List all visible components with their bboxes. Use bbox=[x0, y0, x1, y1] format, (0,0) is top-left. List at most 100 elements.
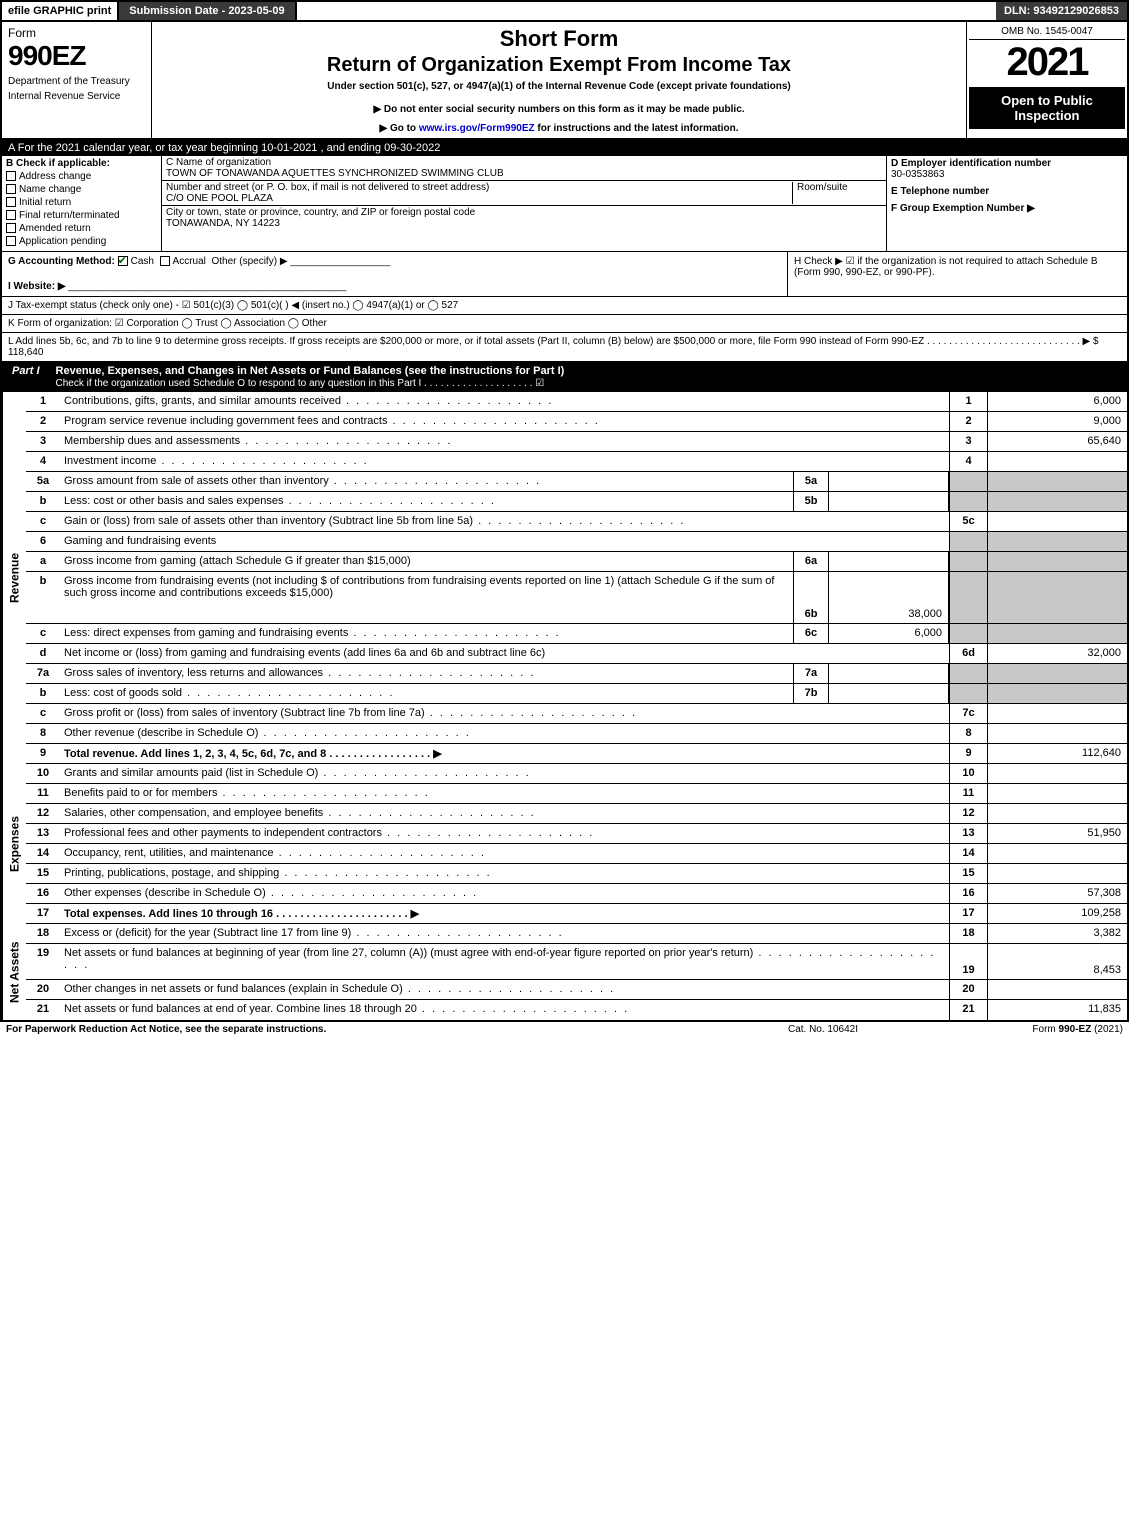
line-7b: bLess: cost of goods sold7b bbox=[26, 684, 1127, 704]
chk-amended-return[interactable] bbox=[6, 223, 16, 233]
side-expenses: Expenses bbox=[2, 764, 26, 924]
line-5c: cGain or (loss) from sale of assets othe… bbox=[26, 512, 1127, 532]
part1-subtitle: Check if the organization used Schedule … bbox=[56, 378, 545, 389]
page-footer: For Paperwork Reduction Act Notice, see … bbox=[0, 1021, 1129, 1037]
dept-irs: Internal Revenue Service bbox=[8, 91, 145, 102]
line-15: 15Printing, publications, postage, and s… bbox=[26, 864, 1127, 884]
group-exemption-label: F Group Exemption Number ▶ bbox=[891, 203, 1035, 214]
line-4: 4Investment income4 bbox=[26, 452, 1127, 472]
lbl-final-return: Final return/terminated bbox=[19, 210, 120, 221]
part1-table: Revenue 1Contributions, gifts, grants, a… bbox=[0, 392, 1129, 1021]
form-label: Form bbox=[8, 26, 145, 40]
row-k: K Form of organization: ☑ Corporation ◯ … bbox=[0, 315, 1129, 333]
chk-accrual[interactable] bbox=[160, 256, 170, 266]
line-7c: cGross profit or (loss) from sales of in… bbox=[26, 704, 1127, 724]
chk-initial-return[interactable] bbox=[6, 197, 16, 207]
lbl-initial-return: Initial return bbox=[19, 197, 71, 208]
part1-label: Part I bbox=[2, 362, 50, 392]
header-right: OMB No. 1545-0047 2021 Open to Public In… bbox=[967, 22, 1127, 138]
ein-value: 30-0353863 bbox=[891, 169, 944, 180]
line-6: 6Gaming and fundraising events bbox=[26, 532, 1127, 552]
part1-header: Part I Revenue, Expenses, and Changes in… bbox=[0, 362, 1129, 392]
header-left: Form 990EZ Department of the Treasury In… bbox=[2, 22, 152, 138]
g-column: G Accounting Method: Cash Accrual Other … bbox=[2, 252, 787, 296]
row-a-period: A For the 2021 calendar year, or tax yea… bbox=[0, 140, 1129, 156]
line-18: 18Excess or (deficit) for the year (Subt… bbox=[26, 924, 1127, 944]
dept-treasury: Department of the Treasury bbox=[8, 76, 145, 87]
line-20: 20Other changes in net assets or fund ba… bbox=[26, 980, 1127, 1000]
return-title: Return of Organization Exempt From Incom… bbox=[156, 54, 962, 77]
org-city: TONAWANDA, NY 14223 bbox=[166, 218, 280, 229]
col-c-org: C Name of organizationTOWN OF TONAWANDA … bbox=[162, 156, 887, 251]
lbl-amended-return: Amended return bbox=[19, 223, 91, 234]
open-public-inspection: Open to Public Inspection bbox=[969, 87, 1125, 129]
line-2: 2Program service revenue including gover… bbox=[26, 412, 1127, 432]
line-5a: 5aGross amount from sale of assets other… bbox=[26, 472, 1127, 492]
top-bar: efile GRAPHIC print Submission Date - 20… bbox=[0, 0, 1129, 22]
line-17-desc: Total expenses. Add lines 10 through 16 … bbox=[64, 908, 419, 920]
row-g-h: G Accounting Method: Cash Accrual Other … bbox=[0, 252, 1129, 297]
org-name: TOWN OF TONAWANDA AQUETTES SYNCHRONIZED … bbox=[166, 168, 504, 179]
i-website-label: I Website: ▶ bbox=[8, 281, 66, 292]
line-6b: bGross income from fundraising events (n… bbox=[26, 572, 1127, 624]
footer-center: Cat. No. 10642I bbox=[723, 1024, 923, 1035]
lbl-cash: Cash bbox=[131, 256, 154, 267]
short-form-title: Short Form bbox=[156, 26, 962, 52]
addr-label: Number and street (or P. O. box, if mail… bbox=[166, 182, 489, 193]
line-3: 3Membership dues and assessments365,640 bbox=[26, 432, 1127, 452]
note-link: ▶ Go to www.irs.gov/Form990EZ for instru… bbox=[156, 123, 962, 134]
org-address: C/O ONE POOL PLAZA bbox=[166, 193, 273, 204]
under-section: Under section 501(c), 527, or 4947(a)(1)… bbox=[156, 81, 962, 92]
line-6c: cLess: direct expenses from gaming and f… bbox=[26, 624, 1127, 644]
chk-cash[interactable] bbox=[118, 256, 128, 266]
col-d-info: D Employer identification number30-03538… bbox=[887, 156, 1127, 251]
line-8: 8Other revenue (describe in Schedule O)8 bbox=[26, 724, 1127, 744]
tax-year: 2021 bbox=[969, 40, 1125, 85]
ein-label: D Employer identification number bbox=[891, 158, 1051, 169]
row-l: L Add lines 5b, 6c, and 7b to line 9 to … bbox=[0, 333, 1129, 362]
line-16: 16Other expenses (describe in Schedule O… bbox=[26, 884, 1127, 904]
footer-left: For Paperwork Reduction Act Notice, see … bbox=[6, 1024, 723, 1035]
lbl-application-pending: Application pending bbox=[19, 236, 106, 247]
omb-number: OMB No. 1545-0047 bbox=[969, 24, 1125, 40]
side-revenue: Revenue bbox=[2, 392, 26, 764]
line-6a: aGross income from gaming (attach Schedu… bbox=[26, 552, 1127, 572]
line-14: 14Occupancy, rent, utilities, and mainte… bbox=[26, 844, 1127, 864]
irs-link[interactable]: www.irs.gov/Form990EZ bbox=[419, 123, 535, 134]
b-head: B Check if applicable: bbox=[6, 158, 110, 169]
line-12: 12Salaries, other compensation, and empl… bbox=[26, 804, 1127, 824]
lbl-accrual: Accrual bbox=[173, 256, 206, 267]
part1-title-text: Revenue, Expenses, and Changes in Net As… bbox=[56, 365, 565, 377]
section-bcd: B Check if applicable: Address change Na… bbox=[0, 156, 1129, 252]
chk-name-change[interactable] bbox=[6, 184, 16, 194]
g-label: G Accounting Method: bbox=[8, 256, 115, 267]
line-1: 1Contributions, gifts, grants, and simil… bbox=[26, 392, 1127, 412]
line-9: 9Total revenue. Add lines 1, 2, 3, 4, 5c… bbox=[26, 744, 1127, 764]
c-name-label: C Name of organization bbox=[166, 157, 271, 168]
lbl-other: Other (specify) ▶ bbox=[211, 256, 287, 267]
line-17: 17Total expenses. Add lines 10 through 1… bbox=[26, 904, 1127, 924]
line-9-desc: Total revenue. Add lines 1, 2, 3, 4, 5c,… bbox=[64, 748, 442, 760]
h-column: H Check ▶ ☑ if the organization is not r… bbox=[787, 252, 1127, 296]
line-19: 19Net assets or fund balances at beginni… bbox=[26, 944, 1127, 980]
chk-application-pending[interactable] bbox=[6, 236, 16, 246]
chk-address-change[interactable] bbox=[6, 171, 16, 181]
submission-date: Submission Date - 2023-05-09 bbox=[119, 2, 296, 20]
chk-final-return[interactable] bbox=[6, 210, 16, 220]
city-label: City or town, state or province, country… bbox=[166, 207, 475, 218]
col-b-checkboxes: B Check if applicable: Address change Na… bbox=[2, 156, 162, 251]
row-j: J Tax-exempt status (check only one) - ☑… bbox=[0, 297, 1129, 315]
line-11: 11Benefits paid to or for members11 bbox=[26, 784, 1127, 804]
side-netassets: Net Assets bbox=[2, 924, 26, 1020]
line-6d: dNet income or (loss) from gaming and fu… bbox=[26, 644, 1127, 664]
footer-right: Form 990-EZ (2021) bbox=[923, 1024, 1123, 1035]
inspect-line1: Open to Public bbox=[1001, 93, 1093, 108]
lbl-address-change: Address change bbox=[19, 171, 91, 182]
header-center: Short Form Return of Organization Exempt… bbox=[152, 22, 967, 138]
note-ssn: ▶ Do not enter social security numbers o… bbox=[156, 104, 962, 115]
form-header: Form 990EZ Department of the Treasury In… bbox=[0, 22, 1129, 140]
line-5b: bLess: cost or other basis and sales exp… bbox=[26, 492, 1127, 512]
inspect-line2: Inspection bbox=[1014, 108, 1079, 123]
efile-label[interactable]: efile GRAPHIC print bbox=[2, 2, 119, 20]
line-10: 10Grants and similar amounts paid (list … bbox=[26, 764, 1127, 784]
